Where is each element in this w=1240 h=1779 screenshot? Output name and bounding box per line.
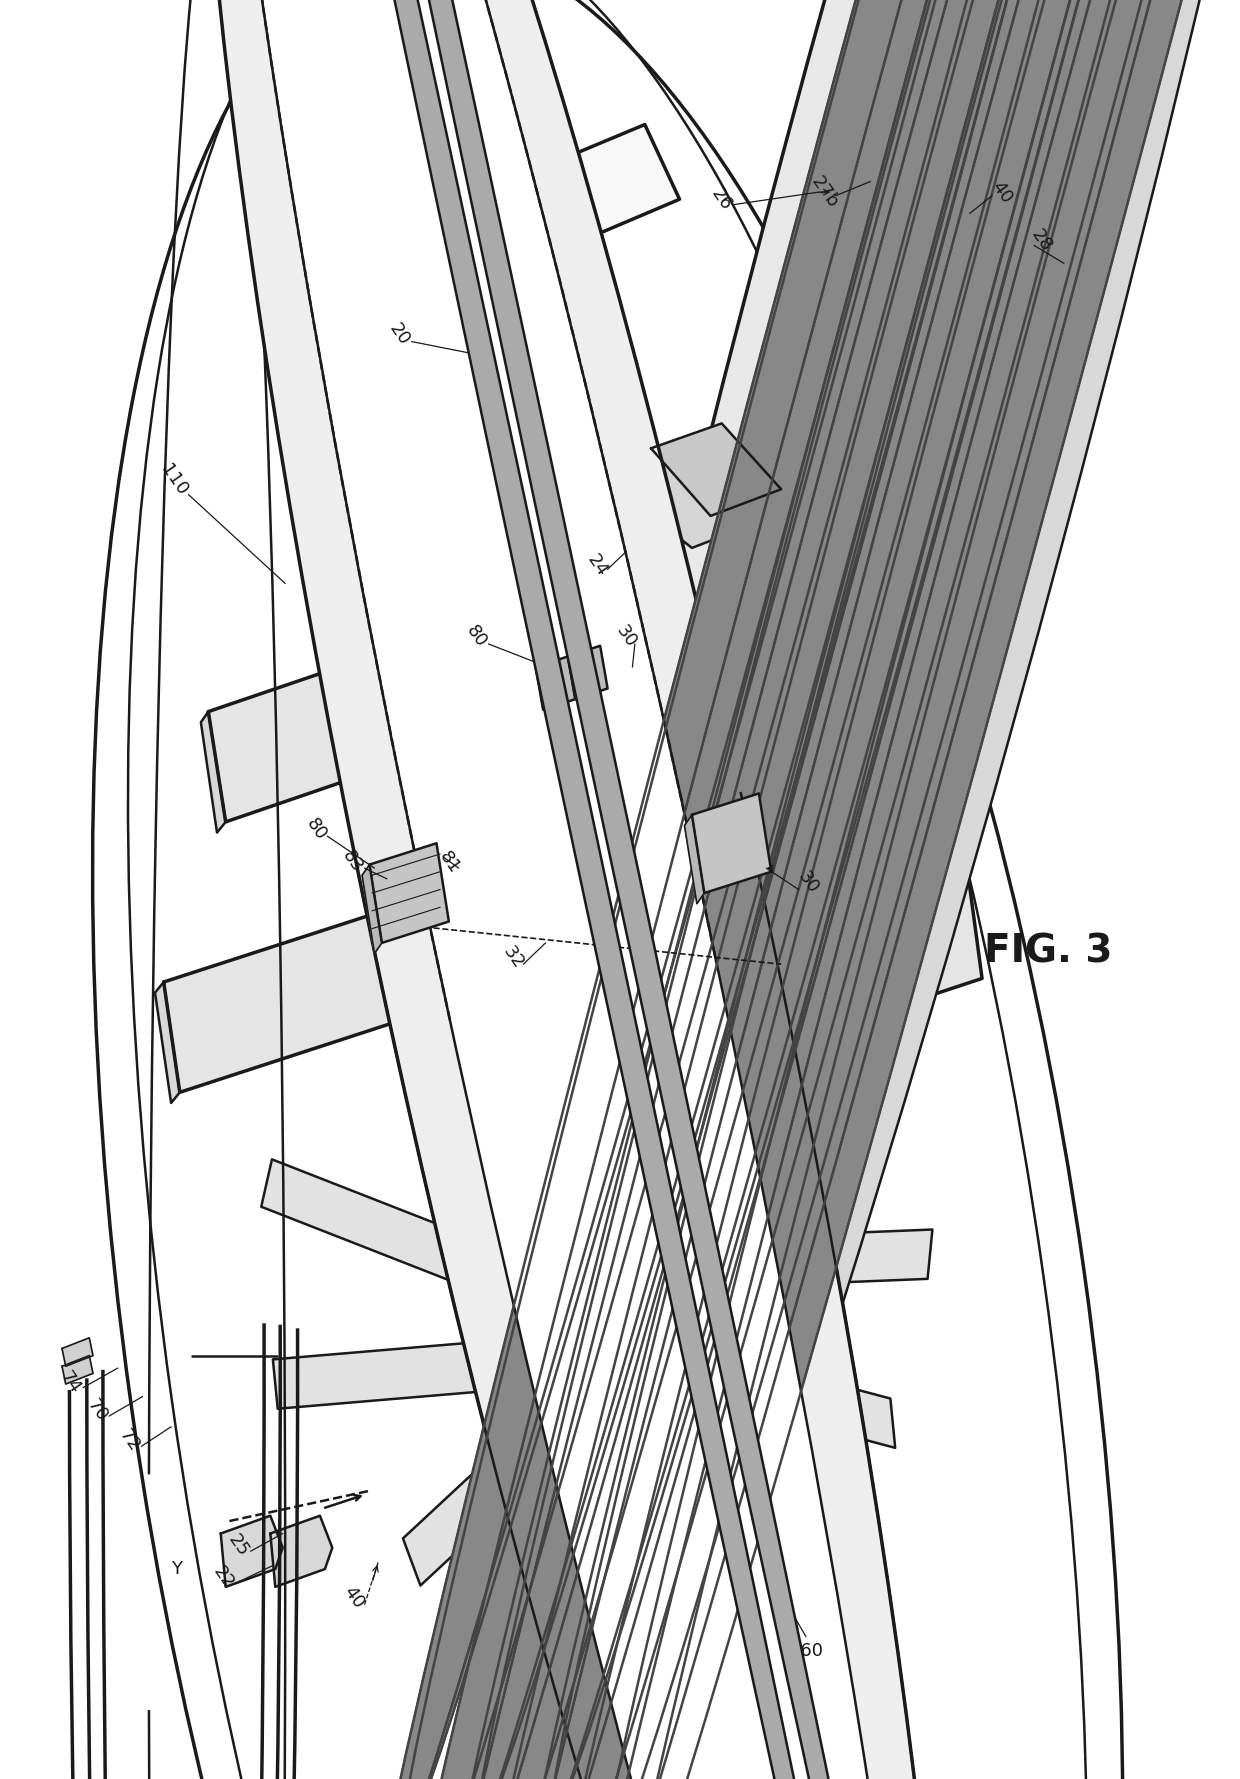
Text: 28: 28 xyxy=(1028,226,1055,254)
Polygon shape xyxy=(312,125,680,342)
Text: 24: 24 xyxy=(584,551,611,580)
Text: 72: 72 xyxy=(115,1427,143,1455)
Polygon shape xyxy=(62,1356,93,1384)
Ellipse shape xyxy=(474,0,1240,1779)
Polygon shape xyxy=(750,868,982,1050)
Ellipse shape xyxy=(399,0,1240,1779)
Polygon shape xyxy=(742,939,766,1060)
Polygon shape xyxy=(680,555,911,737)
Ellipse shape xyxy=(622,0,1240,1779)
Text: 110: 110 xyxy=(156,461,191,500)
Ellipse shape xyxy=(471,0,1240,1779)
Text: 20: 20 xyxy=(386,320,413,349)
Polygon shape xyxy=(62,1338,93,1366)
Polygon shape xyxy=(692,793,771,893)
Polygon shape xyxy=(273,1341,489,1409)
Polygon shape xyxy=(155,982,180,1103)
Polygon shape xyxy=(370,843,449,943)
Polygon shape xyxy=(164,907,409,1092)
Text: 40: 40 xyxy=(340,1583,367,1612)
Polygon shape xyxy=(403,1414,554,1585)
Text: 26: 26 xyxy=(708,185,735,213)
Polygon shape xyxy=(208,637,444,822)
Text: FIG. 3: FIG. 3 xyxy=(983,932,1112,971)
Ellipse shape xyxy=(212,0,934,1779)
Ellipse shape xyxy=(402,0,1240,1779)
Text: 81: 81 xyxy=(435,849,463,877)
Polygon shape xyxy=(362,865,382,954)
Ellipse shape xyxy=(182,0,919,1779)
Polygon shape xyxy=(650,1044,875,1197)
Polygon shape xyxy=(684,815,704,904)
Polygon shape xyxy=(270,1516,332,1587)
Ellipse shape xyxy=(461,0,1240,1779)
Polygon shape xyxy=(201,712,226,833)
Text: 160: 160 xyxy=(789,1642,823,1660)
Text: 74: 74 xyxy=(57,1368,84,1397)
Polygon shape xyxy=(435,1030,542,1206)
Ellipse shape xyxy=(450,0,1240,1779)
Polygon shape xyxy=(536,656,575,710)
Text: 27b: 27b xyxy=(807,173,842,212)
Ellipse shape xyxy=(476,0,1240,1779)
Text: 70: 70 xyxy=(83,1397,110,1425)
Ellipse shape xyxy=(548,0,1240,1779)
Ellipse shape xyxy=(525,0,1240,1779)
Polygon shape xyxy=(779,146,1069,534)
Text: 80: 80 xyxy=(303,815,330,843)
Ellipse shape xyxy=(573,0,1240,1779)
Polygon shape xyxy=(707,1229,932,1288)
Polygon shape xyxy=(568,646,608,699)
Text: 25: 25 xyxy=(224,1532,252,1560)
Polygon shape xyxy=(262,1160,476,1286)
Text: 80: 80 xyxy=(463,623,490,651)
Ellipse shape xyxy=(498,0,1240,1779)
Ellipse shape xyxy=(215,0,951,1779)
Ellipse shape xyxy=(376,0,1240,1779)
Ellipse shape xyxy=(599,0,1240,1779)
Ellipse shape xyxy=(345,0,870,1779)
Polygon shape xyxy=(689,1345,895,1448)
Ellipse shape xyxy=(198,0,947,1779)
Text: 32: 32 xyxy=(500,943,527,971)
Text: 85: 85 xyxy=(551,601,578,630)
Polygon shape xyxy=(672,626,697,747)
Polygon shape xyxy=(305,263,345,370)
Ellipse shape xyxy=(424,0,1240,1779)
Text: 83: 83 xyxy=(339,847,366,875)
Polygon shape xyxy=(595,436,784,548)
Text: 40: 40 xyxy=(988,178,1016,206)
Text: 30: 30 xyxy=(795,868,822,897)
Polygon shape xyxy=(626,1413,728,1605)
Text: 30: 30 xyxy=(613,623,640,651)
Ellipse shape xyxy=(551,0,1240,1779)
Text: 22: 22 xyxy=(210,1564,237,1592)
Text: Y: Y xyxy=(171,1560,181,1578)
Polygon shape xyxy=(221,1516,283,1587)
Polygon shape xyxy=(651,423,781,516)
